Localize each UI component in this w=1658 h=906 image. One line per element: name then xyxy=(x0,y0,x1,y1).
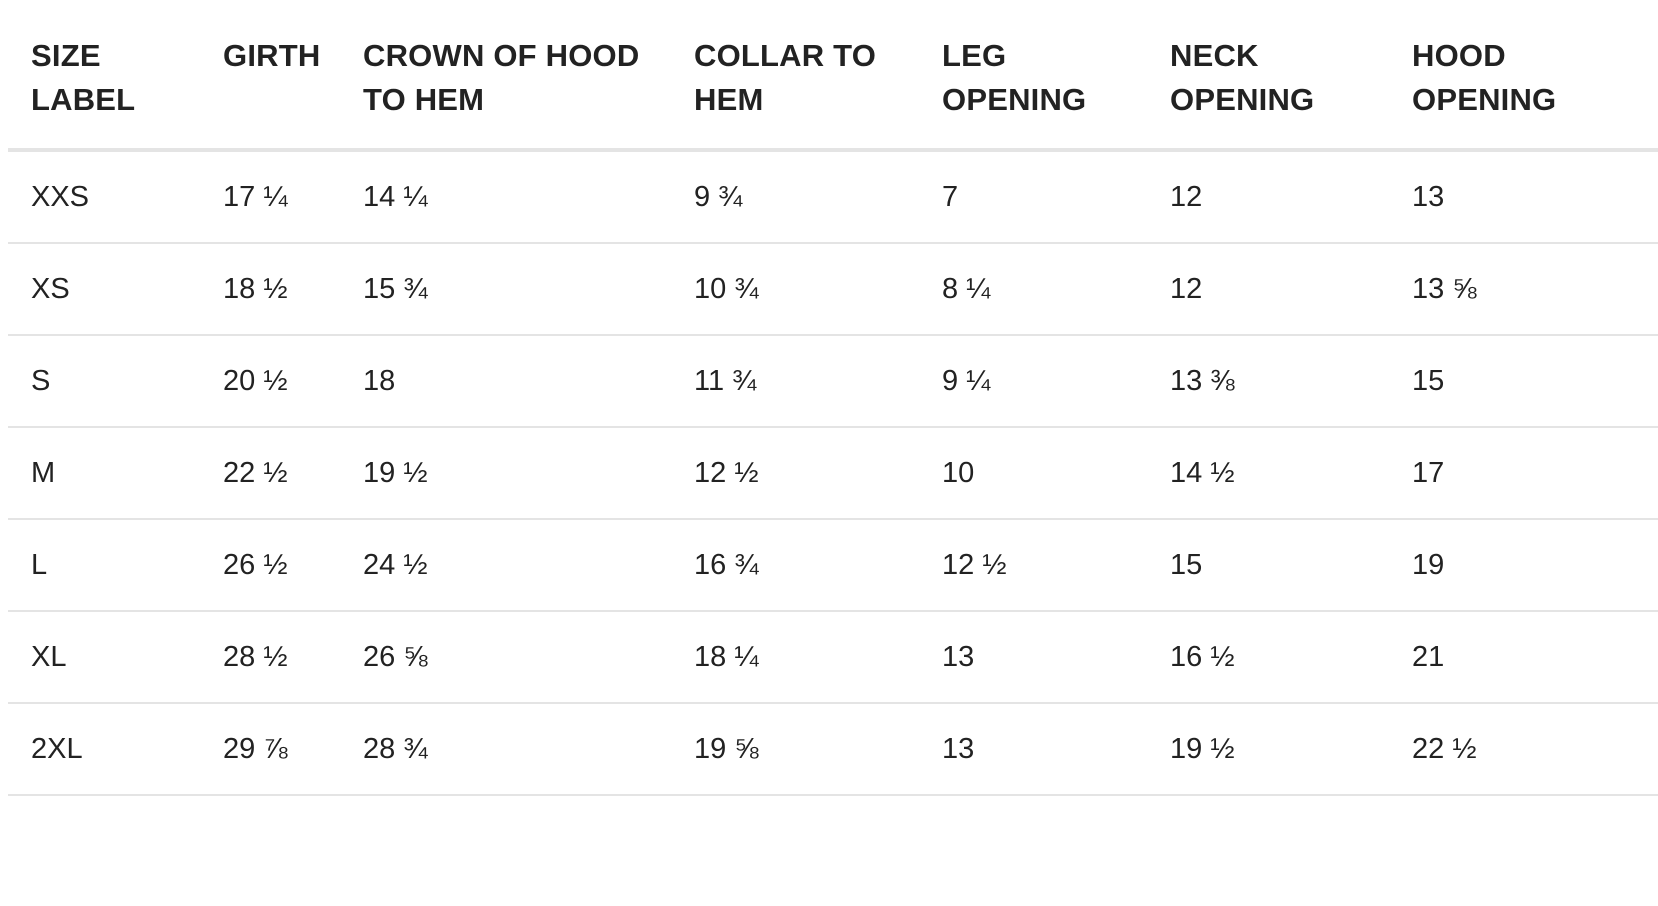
header-row: SIZE LABEL GIRTH CROWN OF HOOD TO HEM COLL… xyxy=(8,0,1658,152)
cell-size-label: XXS xyxy=(8,150,223,244)
cell-hood-opening: 15 xyxy=(1412,335,1658,428)
header-line: NECK xyxy=(1170,38,1259,73)
cell-neck-opening: 13 ⅜ xyxy=(1170,335,1412,428)
cell-hood-opening: 22 ½ xyxy=(1412,703,1658,796)
cell-girth: 28 ½ xyxy=(223,611,363,704)
header-leg-opening: LEG OPENING xyxy=(942,0,1170,152)
cell-collar-to-hem: 10 ¾ xyxy=(694,243,942,336)
cell-collar-to-hem: 12 ½ xyxy=(694,427,942,520)
cell-hood-opening: 17 xyxy=(1412,427,1658,520)
cell-collar-to-hem: 9 ¾ xyxy=(694,150,942,244)
size-chart-table: SIZE LABEL GIRTH CROWN OF HOOD TO HEM COLL… xyxy=(8,0,1658,796)
cell-leg-opening: 9 ¼ xyxy=(942,335,1170,428)
cell-crown-of-hood-to-hem: 18 xyxy=(363,335,694,428)
cell-neck-opening: 19 ½ xyxy=(1170,703,1412,796)
cell-crown-of-hood-to-hem: 14 ¼ xyxy=(363,150,694,244)
cell-neck-opening: 15 xyxy=(1170,519,1412,612)
table-row: L 26 ½ 24 ½ 16 ¾ 12 ½ 15 19 xyxy=(8,519,1658,612)
table-row: XL 28 ½ 26 ⅝ 18 ¼ 13 16 ½ 21 xyxy=(8,611,1658,704)
cell-crown-of-hood-to-hem: 28 ¾ xyxy=(363,703,694,796)
cell-leg-opening: 7 xyxy=(942,150,1170,244)
header-girth: GIRTH xyxy=(223,0,363,152)
cell-size-label: M xyxy=(8,427,223,520)
table-row: 2XL 29 ⅞ 28 ¾ 19 ⅝ 13 19 ½ 22 ½ xyxy=(8,703,1658,796)
cell-crown-of-hood-to-hem: 15 ¾ xyxy=(363,243,694,336)
cell-girth: 22 ½ xyxy=(223,427,363,520)
table-body: XXS 17 ¼ 14 ¼ 9 ¾ 7 12 13 XS 18 ½ 15 ¾ 1… xyxy=(8,150,1658,796)
cell-girth: 17 ¼ xyxy=(223,150,363,244)
cell-size-label: S xyxy=(8,335,223,428)
header-line: LABEL xyxy=(31,82,136,117)
header-hood-opening: HOOD OPENING xyxy=(1412,0,1658,152)
header-line: COLLAR TO xyxy=(694,38,877,73)
header-line: HOOD xyxy=(1412,38,1506,73)
cell-collar-to-hem: 11 ¾ xyxy=(694,335,942,428)
cell-neck-opening: 16 ½ xyxy=(1170,611,1412,704)
table-row: M 22 ½ 19 ½ 12 ½ 10 14 ½ 17 xyxy=(8,427,1658,520)
cell-leg-opening: 13 xyxy=(942,703,1170,796)
table-header: SIZE LABEL GIRTH CROWN OF HOOD TO HEM COLL… xyxy=(8,0,1658,152)
cell-crown-of-hood-to-hem: 26 ⅝ xyxy=(363,611,694,704)
cell-collar-to-hem: 16 ¾ xyxy=(694,519,942,612)
header-line: GIRTH xyxy=(223,38,321,73)
cell-size-label: XS xyxy=(8,243,223,336)
cell-hood-opening: 19 xyxy=(1412,519,1658,612)
cell-size-label: 2XL xyxy=(8,703,223,796)
table-row: S 20 ½ 18 11 ¾ 9 ¼ 13 ⅜ 15 xyxy=(8,335,1658,428)
cell-collar-to-hem: 18 ¼ xyxy=(694,611,942,704)
header-line: OPENING xyxy=(1170,82,1315,117)
cell-neck-opening: 14 ½ xyxy=(1170,427,1412,520)
cell-crown-of-hood-to-hem: 24 ½ xyxy=(363,519,694,612)
cell-girth: 29 ⅞ xyxy=(223,703,363,796)
cell-leg-opening: 10 xyxy=(942,427,1170,520)
header-line: OPENING xyxy=(1412,82,1557,117)
header-neck-opening: NECK OPENING xyxy=(1170,0,1412,152)
cell-size-label: XL xyxy=(8,611,223,704)
header-line: OPENING xyxy=(942,82,1087,117)
cell-hood-opening: 13 ⅝ xyxy=(1412,243,1658,336)
header-line: TO HEM xyxy=(363,82,485,117)
cell-girth: 26 ½ xyxy=(223,519,363,612)
cell-leg-opening: 13 xyxy=(942,611,1170,704)
header-line: CROWN OF HOOD xyxy=(363,38,640,73)
cell-hood-opening: 13 xyxy=(1412,150,1658,244)
header-line: HEM xyxy=(694,82,764,117)
table-row: XS 18 ½ 15 ¾ 10 ¾ 8 ¼ 12 13 ⅝ xyxy=(8,243,1658,336)
cell-leg-opening: 8 ¼ xyxy=(942,243,1170,336)
cell-girth: 20 ½ xyxy=(223,335,363,428)
cell-girth: 18 ½ xyxy=(223,243,363,336)
table-row: XXS 17 ¼ 14 ¼ 9 ¾ 7 12 13 xyxy=(8,150,1658,244)
cell-size-label: L xyxy=(8,519,223,612)
cell-neck-opening: 12 xyxy=(1170,150,1412,244)
header-line: SIZE xyxy=(31,38,101,73)
header-size-label: SIZE LABEL xyxy=(8,0,223,152)
cell-neck-opening: 12 xyxy=(1170,243,1412,336)
header-crown-of-hood-to-hem: CROWN OF HOOD TO HEM xyxy=(363,0,694,152)
cell-leg-opening: 12 ½ xyxy=(942,519,1170,612)
header-line: LEG xyxy=(942,38,1007,73)
cell-hood-opening: 21 xyxy=(1412,611,1658,704)
cell-crown-of-hood-to-hem: 19 ½ xyxy=(363,427,694,520)
cell-collar-to-hem: 19 ⅝ xyxy=(694,703,942,796)
header-collar-to-hem: COLLAR TO HEM xyxy=(694,0,942,152)
